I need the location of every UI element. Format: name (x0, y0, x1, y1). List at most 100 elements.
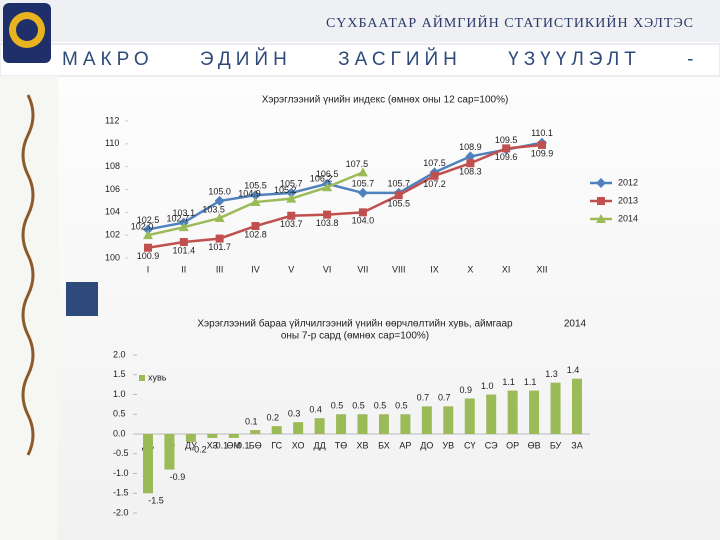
x-tick-label: ДО (420, 440, 433, 450)
bar (529, 390, 540, 434)
data-label: -1.5 (148, 496, 164, 506)
x-tick-label: ЗА (571, 440, 582, 450)
data-label: 0.7 (417, 393, 430, 403)
data-label: 0.5 (331, 401, 344, 411)
bar (293, 422, 304, 434)
data-label: 110.1 (531, 128, 553, 138)
marker (322, 182, 333, 192)
data-label: 0.5 (374, 401, 387, 411)
bar (550, 382, 561, 434)
marker (178, 222, 189, 232)
marker (143, 230, 153, 240)
marker (250, 190, 261, 201)
org-name: СҮХБААТАР АЙМГИЙН СТАТИСТИКИЙН ХЭЛТЭС (326, 14, 694, 31)
bar (378, 414, 389, 434)
data-label: 0.4 (309, 405, 322, 415)
sidebar-ornament (21, 94, 35, 456)
x-tick-label: ТӨ (335, 440, 348, 450)
marker (214, 213, 225, 223)
abacus-icon (66, 282, 98, 316)
bar (443, 406, 454, 434)
marker (250, 197, 261, 207)
data-label: -0.2 (191, 444, 207, 454)
y-tick-label: -2.0 (113, 507, 129, 517)
data-label: 103.5 (202, 204, 225, 214)
slide-title: МАКРО ЭДИЙН ЗАСГИЙН ҮЗҮҮЛЭЛТ - (62, 48, 699, 70)
x-tick-label: V (288, 264, 294, 274)
data-label: 0.7 (438, 393, 451, 403)
data-label: 105.5 (244, 181, 267, 191)
marker (215, 234, 224, 243)
bar (185, 434, 196, 442)
legend-label: 2013 (618, 195, 638, 205)
data-label: 105.7 (280, 178, 303, 188)
sidebar (0, 76, 58, 540)
x-tick-label: IV (251, 264, 260, 274)
chart-subtitle: 2014 (564, 319, 587, 330)
y-tick-label: 0.5 (113, 409, 126, 419)
y-tick-label: -1.0 (113, 468, 129, 478)
title-band (0, 43, 720, 77)
data-label: 1.0 (481, 381, 494, 391)
data-label: 104.0 (352, 216, 375, 226)
data-label: 106.5 (316, 169, 339, 179)
x-tick-label: СҮ (464, 440, 476, 450)
x-tick-label: БУ (550, 440, 562, 450)
data-label: 0.5 (395, 401, 408, 411)
data-label: 0.5 (352, 401, 365, 411)
data-label: 102.0 (131, 222, 154, 232)
data-label: 109.9 (531, 148, 554, 158)
y-tick-label: 106 (105, 184, 120, 194)
data-label: 1.1 (524, 377, 537, 387)
y-tick-label: 1.0 (113, 389, 126, 399)
y-tick-label: -1.5 (113, 488, 129, 498)
data-label: 108.3 (459, 167, 482, 177)
marker (144, 243, 152, 252)
data-label: 105.5 (387, 199, 410, 209)
y-tick-label: 108 (105, 161, 120, 171)
x-tick-label: ДУ (185, 440, 197, 450)
y-tick-label: 112 (105, 115, 119, 125)
marker (357, 187, 368, 198)
marker (596, 178, 606, 188)
bar (421, 406, 432, 434)
marker (502, 144, 511, 153)
data-label: 0.2 (266, 412, 279, 422)
data-label: -0.1 (213, 440, 229, 450)
data-label: 107.5 (423, 158, 446, 168)
x-tick-label: ГС (271, 440, 282, 450)
x-tick-label: ОР (506, 440, 519, 450)
x-tick-label: ХВ (356, 440, 368, 450)
data-label: 101.4 (173, 245, 196, 255)
bar (486, 394, 497, 434)
bar (143, 434, 153, 494)
bar (572, 378, 582, 434)
chart-title: Хэрэглээний бараа үйлчилгээний үнийн өөр… (197, 318, 513, 330)
y-tick-label: 0.0 (113, 428, 126, 438)
data-label: 105.2 (274, 185, 297, 195)
data-label: 109.5 (495, 135, 518, 145)
x-tick-label: ДД (313, 440, 325, 450)
marker (143, 224, 153, 235)
data-label: 0.1 (245, 416, 258, 426)
data-label: 103.1 (173, 208, 196, 218)
marker (251, 222, 260, 231)
x-tick-label: АР (399, 440, 411, 450)
x-tick-label: ХО (292, 440, 305, 450)
bar (336, 414, 347, 434)
marker (596, 214, 606, 223)
marker (286, 187, 297, 198)
x-tick-label: VIII (392, 264, 406, 274)
marker (394, 191, 403, 200)
x-tick-label: УВ (442, 440, 454, 450)
marker (430, 171, 439, 180)
data-label: 105.7 (387, 178, 410, 188)
data-label: 101.7 (208, 242, 231, 252)
y-tick-label: 102 (105, 230, 120, 240)
x-tick-label: IX (430, 264, 439, 274)
data-label: 103.8 (316, 218, 339, 228)
x-tick-label: II (181, 264, 186, 274)
legend-label: 2012 (618, 177, 638, 187)
bar (400, 414, 411, 434)
